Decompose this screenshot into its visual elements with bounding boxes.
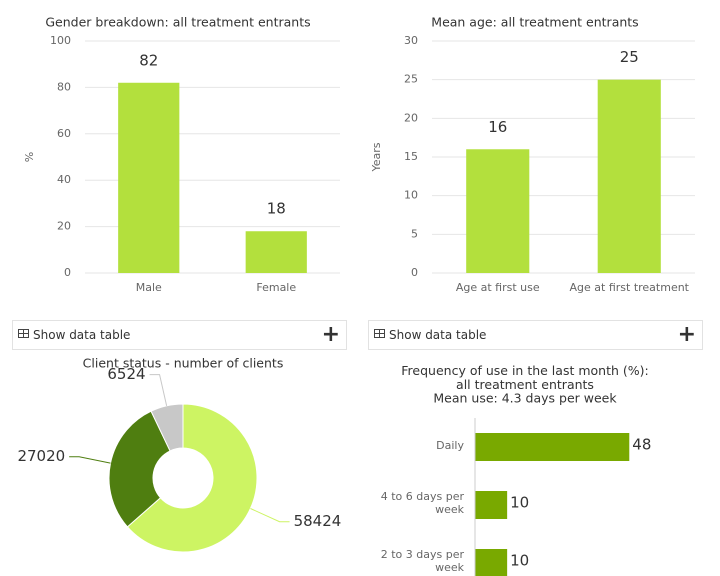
y-tick-label: 20 [57,220,71,233]
x-tick-label: Age at first treatment [570,281,690,294]
y-tick-label: 15 [404,150,418,163]
data-label: 48 [632,436,651,454]
expand-icon[interactable]: + [677,322,696,347]
data-label: 10 [510,494,529,512]
y-tick-label: 60 [57,127,71,140]
button-label: Show data table [389,328,487,342]
bar [475,491,508,519]
y-tick-label: 5 [411,227,418,240]
data-label: 18 [267,200,286,218]
data-label: 16 [488,118,507,136]
y-tick-label: 2 to 3 days per week [380,548,464,574]
bar [245,231,307,273]
data-label: 82 [139,51,158,69]
y-tick-label: 80 [57,80,71,93]
bar [475,433,630,461]
bar [475,549,508,576]
y-tick-label: 25 [404,73,418,86]
x-tick-label: Female [256,281,296,294]
y-tick-label: 20 [404,111,418,124]
data-label: 6524 [107,365,145,383]
data-label: 25 [620,48,639,66]
button-label: Show data table [33,328,131,342]
chart-title: Mean age: all treatment entrants [431,15,638,30]
chart-subtitle: Mean use: 4.3 days per week [433,391,617,406]
bar [597,79,661,274]
chart-title: Frequency of use in the last month (%): … [401,363,649,392]
y-tick-label: 100 [50,34,71,47]
y-tick-label: 30 [404,34,418,47]
y-tick-label: 40 [57,173,71,186]
data-label: 27020 [17,447,65,465]
show-data-table-button[interactable]: Show data table + [12,320,347,350]
y-tick-label: 0 [64,266,71,279]
y-tick-label: Daily [436,438,464,452]
y-axis-label: Years [370,142,383,172]
y-tick-label: 4 to 6 days per week [380,490,464,516]
bar [466,149,530,273]
data-label: 58424 [294,512,342,530]
connector [149,374,168,406]
connector [250,508,290,523]
show-data-table-button[interactable]: Show data table + [368,320,703,350]
chart-title: Gender breakdown: all treatment entrants [45,15,310,30]
data-label: 10 [510,552,529,570]
y-tick-label: 0 [411,266,418,279]
x-tick-label: Male [136,281,162,294]
donut-slice [126,403,258,553]
donut-slice [108,410,171,528]
donut-slice [150,403,184,452]
expand-icon[interactable]: + [321,322,340,347]
chart-title: Client status - number of clients [83,356,284,371]
bar [118,82,180,273]
y-axis-label: % [23,152,36,162]
y-tick-label: 10 [404,189,418,202]
connector [69,456,111,464]
x-tick-label: Age at first use [456,281,540,294]
